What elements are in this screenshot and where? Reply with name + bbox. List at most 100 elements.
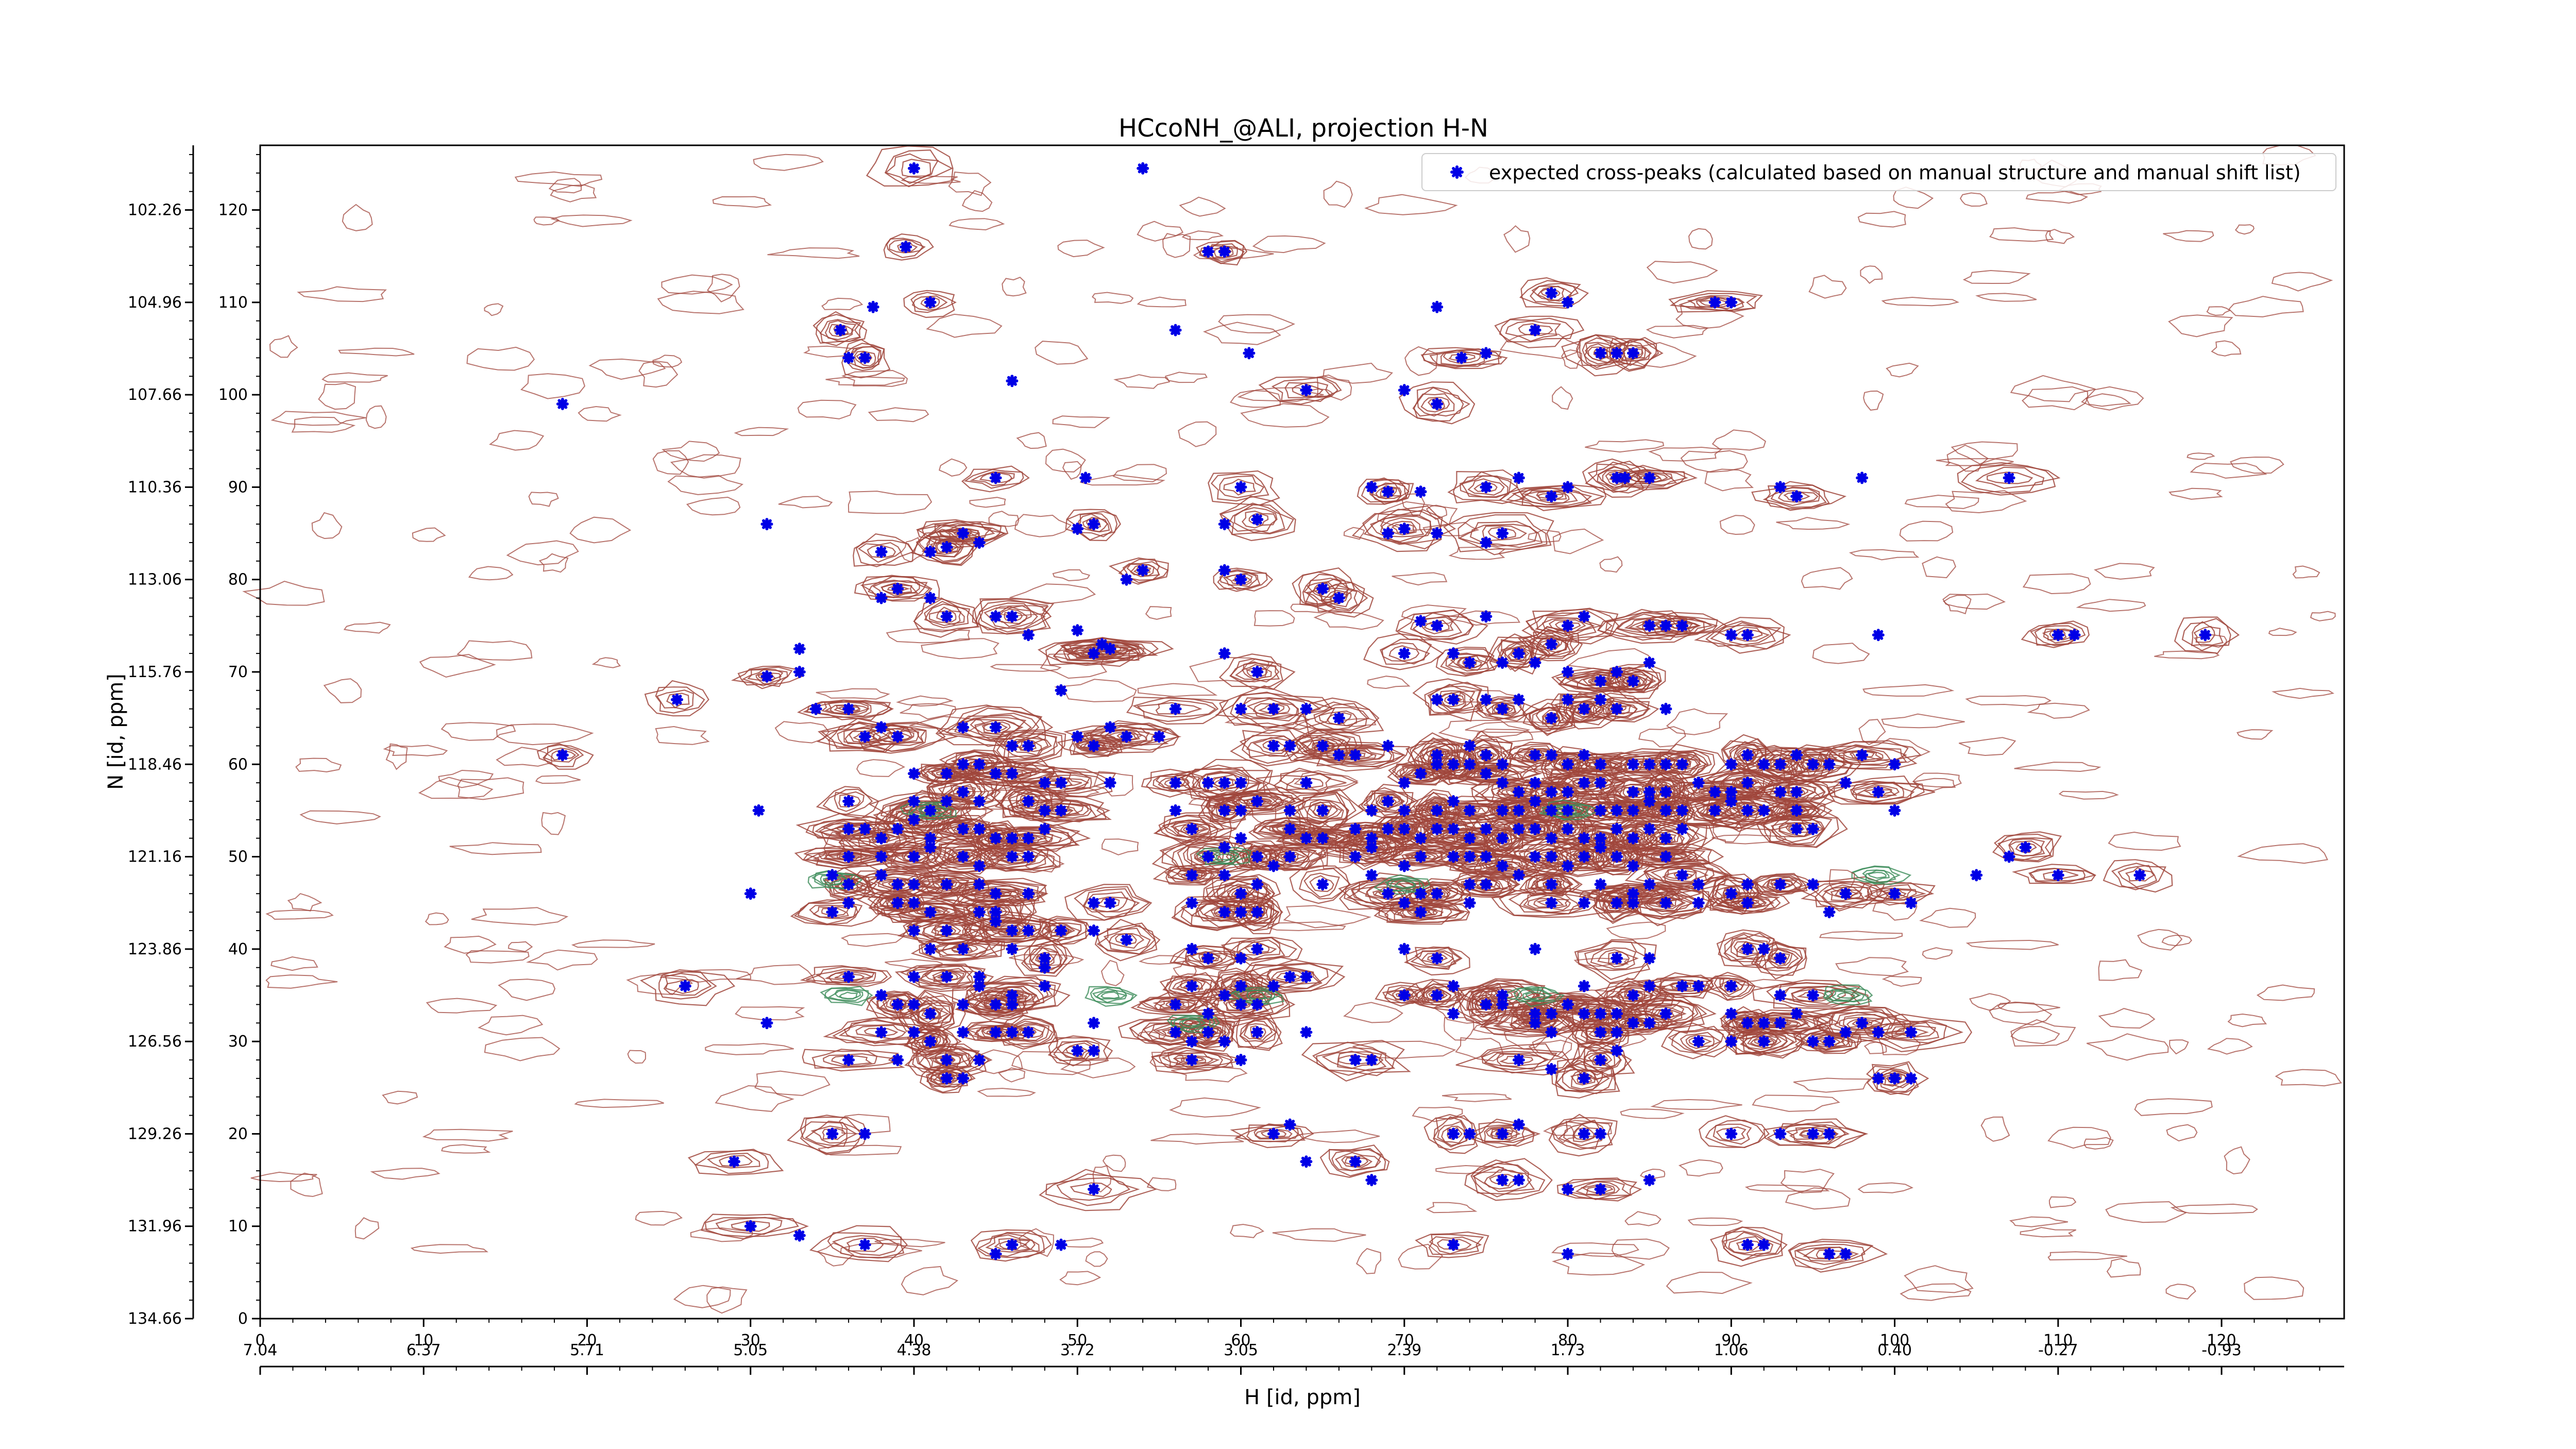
cross-peak-marker [1725, 629, 1738, 642]
cross-peak-marker [1496, 758, 1509, 771]
cross-peak-marker [1496, 860, 1509, 872]
cross-peak-marker [1594, 804, 1607, 817]
cross-peak-marker [842, 850, 855, 863]
cross-peak-marker [1022, 832, 1035, 845]
cross-peak-marker [1529, 1007, 1541, 1020]
cross-peak-marker [1332, 712, 1345, 724]
y-ppm-tick-label: 113.06 [128, 571, 182, 589]
y-index-tick-label: 40 [228, 940, 248, 958]
cross-peak-marker [1529, 324, 1541, 336]
cross-peak-marker [1659, 758, 1672, 771]
cross-peak-marker [1611, 897, 1623, 909]
cross-peak-marker [957, 998, 970, 1011]
cross-peak-marker [1496, 998, 1509, 1011]
cross-peak-marker [1398, 777, 1411, 789]
cross-peak-marker [679, 980, 691, 992]
cross-peak-marker [1496, 527, 1509, 540]
cross-peak-marker [989, 471, 1002, 484]
cross-peak-marker [1529, 822, 1541, 835]
cross-peak-marker [1071, 730, 1084, 743]
cross-peak-marker [1006, 1026, 1019, 1039]
cross-peak-marker [1725, 795, 1738, 807]
cross-peak-marker [1431, 619, 1444, 632]
cross-peak-marker [1088, 518, 1100, 531]
cross-peak-marker [1578, 1007, 1590, 1020]
cross-peak-marker [1562, 1248, 1574, 1260]
cross-peak-marker [1496, 1174, 1509, 1187]
cross-peak-marker [1741, 749, 1754, 762]
cross-peak-marker [1545, 1007, 1558, 1020]
cross-peak-marker [1839, 887, 1852, 900]
legend-marker [1450, 165, 1464, 179]
cross-peak-marker [1774, 1127, 1787, 1140]
cross-peak-marker [1088, 897, 1100, 909]
cross-peak-marker [1692, 897, 1705, 909]
cross-peak-marker [1905, 1026, 1918, 1039]
cross-peak-marker [1251, 906, 1264, 919]
cross-peak-marker [1431, 398, 1444, 410]
y-ppm-tick-label: 110.36 [128, 478, 182, 496]
cross-peak-marker [1725, 1007, 1738, 1020]
y-ppm-tick-label: 131.96 [128, 1218, 182, 1236]
y-index-tick-label: 110 [218, 294, 248, 312]
cross-peak-marker [1463, 656, 1476, 669]
cross-peak-marker [1594, 832, 1607, 845]
cross-peak-marker [1382, 739, 1395, 752]
cross-peak-marker [1185, 1054, 1198, 1066]
cross-peak-marker [1447, 758, 1460, 771]
cross-peak-marker [1594, 1054, 1607, 1066]
cross-peak-marker [1480, 481, 1493, 494]
cross-peak-marker [1480, 878, 1493, 891]
cross-peak-marker [1529, 1017, 1541, 1030]
cross-peak-marker [1708, 804, 1721, 817]
cross-peak-marker [1823, 1035, 1836, 1048]
cross-peak-marker [1365, 869, 1378, 882]
cross-peak-marker [940, 767, 953, 780]
cross-peak-marker [1594, 758, 1607, 771]
cross-peak-marker [793, 643, 806, 655]
cross-peak-marker [1414, 832, 1427, 845]
cross-peak-marker [1088, 1017, 1100, 1030]
cross-peak-marker [1283, 822, 1296, 835]
cross-peak-marker [908, 924, 920, 937]
cross-peak-marker [1888, 1072, 1901, 1085]
cross-peak-marker [908, 795, 920, 807]
cross-peak-marker [1594, 878, 1607, 891]
cross-peak-marker [1006, 832, 1019, 845]
cross-peak-marker [760, 1017, 773, 1030]
cross-peak-marker [1856, 471, 1869, 484]
cross-peak-marker [1725, 758, 1738, 771]
cross-peak-marker [1251, 850, 1264, 863]
cross-peak-marker [1594, 1026, 1607, 1039]
cross-peak-marker [1594, 693, 1607, 706]
cross-peak-marker [875, 869, 888, 882]
cross-peak-marker [1398, 804, 1411, 817]
cross-peak-marker [1790, 804, 1803, 817]
cross-peak-marker [875, 592, 888, 604]
cross-peak-marker [1562, 822, 1574, 835]
cross-peak-marker [1823, 906, 1836, 919]
cross-peak-marker [1251, 942, 1264, 955]
cross-peak-marker [908, 878, 920, 891]
cross-peak-marker [2003, 850, 2015, 863]
cross-peak-marker [1562, 758, 1574, 771]
cross-peak-marker [1872, 786, 1885, 798]
cross-peak-marker [1774, 481, 1787, 494]
cross-peak-marker [1218, 564, 1231, 577]
cross-peak-marker [1185, 980, 1198, 992]
cross-peak-marker [1431, 693, 1444, 706]
cross-peak-marker [1741, 629, 1754, 642]
cross-peak-marker [1823, 1127, 1836, 1140]
cross-peak-marker [989, 610, 1002, 623]
cross-peak-marker [957, 942, 970, 955]
cross-peak-marker [1332, 592, 1345, 604]
cross-peak-marker [1578, 702, 1590, 715]
cross-peak-marker [1774, 786, 1787, 798]
x-index-tick-label: 90 [1721, 1332, 1741, 1350]
axes-frame [259, 144, 2345, 1320]
cross-peak-marker [1626, 887, 1639, 900]
cross-peak-marker [1594, 1183, 1607, 1195]
cross-peak-marker [1447, 693, 1460, 706]
cross-peak-marker [891, 1054, 904, 1066]
cross-peak-marker [973, 860, 986, 872]
